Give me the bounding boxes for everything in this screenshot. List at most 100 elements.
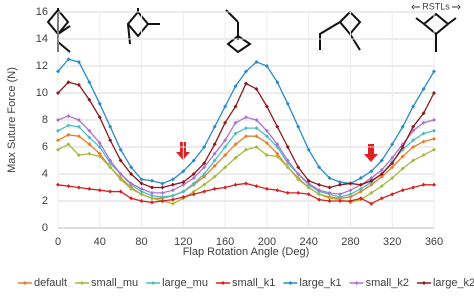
data-point [170, 201, 175, 206]
data-point [181, 189, 186, 194]
data-point [421, 182, 426, 187]
data-point [160, 199, 165, 203]
data-point [108, 189, 113, 194]
data-point [369, 201, 374, 206]
data-point [338, 180, 342, 185]
data-point [338, 182, 342, 187]
data-point [212, 186, 217, 191]
legend-label: large_k1 [299, 277, 341, 289]
data-point [76, 185, 81, 190]
data-point [254, 86, 259, 91]
data-point [432, 182, 436, 187]
data-point [139, 199, 144, 203]
data-point [369, 176, 374, 181]
data-point [76, 59, 81, 64]
data-point [275, 124, 280, 129]
rstl-arrow [411, 4, 461, 10]
y-tick-label: 2 [42, 195, 48, 207]
data-point [306, 147, 311, 152]
data-point [358, 176, 363, 181]
data-point [244, 115, 248, 120]
x-tick-label: 320 [383, 236, 401, 248]
data-point [390, 192, 395, 197]
data-point [212, 151, 217, 156]
data-point [390, 176, 395, 181]
data-point [244, 181, 248, 186]
data-point [264, 186, 269, 191]
data-point [254, 118, 259, 122]
data-point [56, 147, 60, 152]
y-tick-label: 8 [42, 114, 48, 126]
x-tick-label: 160 [216, 236, 234, 248]
data-point [432, 147, 436, 152]
data-point [306, 192, 311, 197]
data-point [56, 182, 60, 187]
data-point [202, 182, 207, 187]
x-tick-label: 0 [55, 236, 61, 248]
data-point [317, 192, 322, 197]
data-point [285, 158, 290, 163]
x-axis-label: Flap Rotation Angle (Deg) [183, 246, 310, 258]
data-point [244, 134, 248, 139]
data-point [108, 165, 113, 170]
data-point [170, 193, 175, 198]
data-point [400, 166, 405, 171]
data-point [338, 194, 342, 199]
data-point [264, 140, 269, 145]
data-point [411, 145, 416, 149]
data-point [327, 199, 332, 203]
legend-label: large_mu [162, 277, 208, 289]
data-point [327, 176, 332, 181]
data-point [296, 190, 301, 195]
data-point [233, 120, 238, 125]
data-point [285, 101, 290, 106]
data-point [87, 135, 92, 140]
y-tick-label: 0 [42, 222, 48, 234]
data-point [233, 155, 238, 160]
data-point [411, 138, 416, 143]
data-point [306, 181, 311, 186]
data-point [129, 186, 134, 191]
x-tick-label: 240 [299, 236, 317, 248]
data-point [223, 145, 228, 149]
data-point [87, 128, 92, 133]
data-point [348, 188, 353, 193]
legend-marker [151, 281, 156, 285]
data-point [306, 178, 311, 183]
data-point [348, 194, 353, 199]
data-point [369, 178, 374, 183]
data-point [87, 142, 92, 147]
series-line [57, 58, 435, 185]
data-point [421, 139, 426, 144]
data-point [317, 188, 322, 193]
data-point [348, 199, 353, 203]
y-axis-label: Max Suture Force (N) [6, 67, 18, 173]
data-point [181, 169, 186, 174]
data-point [306, 185, 311, 190]
data-point [76, 82, 81, 87]
data-point [170, 188, 175, 193]
data-point [317, 182, 322, 187]
data-point [76, 153, 81, 158]
data-point [129, 172, 134, 176]
data-point [160, 185, 165, 190]
annotation: RSTLs [422, 1, 450, 11]
data-point [139, 177, 144, 182]
data-point [296, 165, 301, 170]
data-point [390, 142, 395, 147]
data-point [191, 172, 196, 176]
data-point [139, 186, 144, 191]
data-point [400, 145, 405, 149]
data-point [191, 176, 196, 181]
data-point [97, 145, 102, 149]
data-point [254, 184, 259, 189]
flap-icons [46, 8, 457, 54]
data-point [264, 104, 269, 109]
legend-marker [421, 281, 426, 285]
data-point [97, 140, 102, 145]
data-point [76, 118, 81, 122]
data-point [76, 134, 81, 139]
legend-label: small_k1 [232, 277, 275, 289]
legend-label: large_k2 [433, 277, 474, 289]
